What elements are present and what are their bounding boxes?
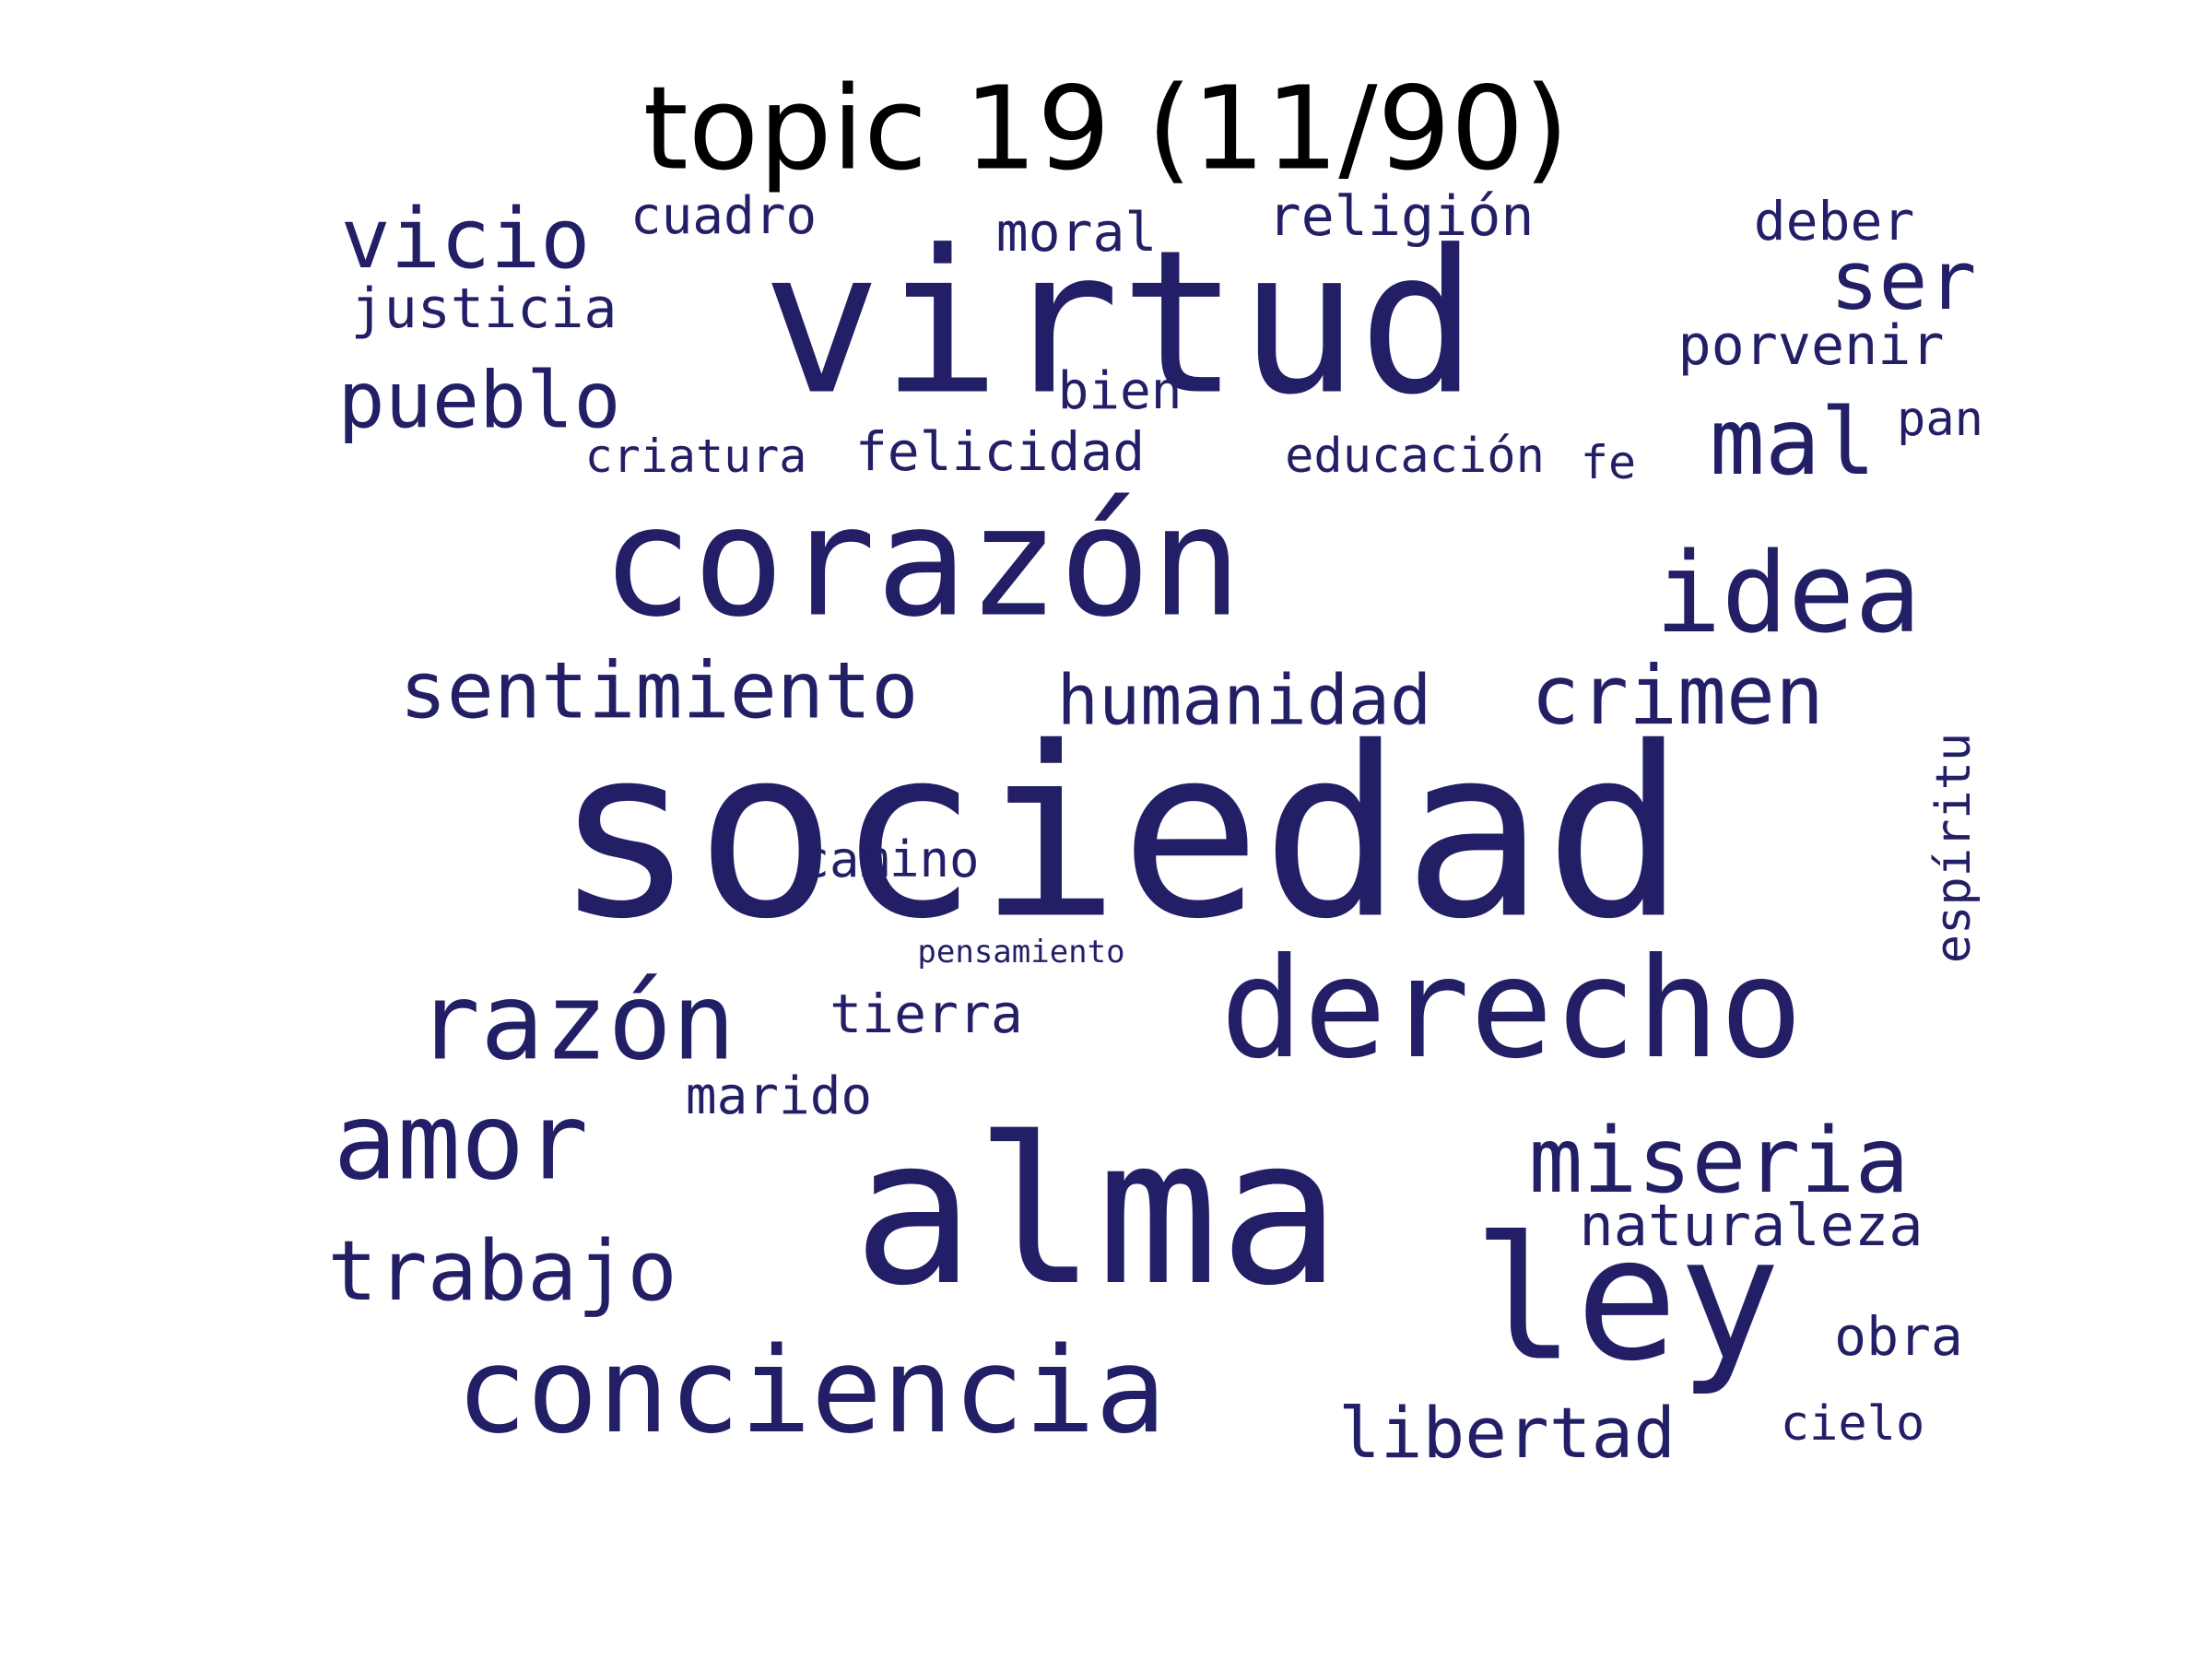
word-amor: amor	[333, 1080, 589, 1205]
word-pueblo: pueblo	[337, 355, 621, 447]
word-moral: moral	[995, 201, 1158, 264]
word-fe: fe	[1580, 436, 1637, 489]
word-corazón: corazón	[601, 473, 1242, 651]
word-cielo: cielo	[1780, 1396, 1925, 1452]
page-title: topic 19 (11/90)	[642, 62, 1570, 196]
word-obra: obra	[1834, 1305, 1963, 1368]
word-miseria: miseria	[1528, 1109, 1910, 1214]
word-alma: alma	[853, 1094, 1341, 1330]
word-espíritu: espíritu	[1926, 732, 1982, 964]
word-naturaleza: naturaleza	[1579, 1192, 1924, 1259]
word-criatura: criatura	[584, 429, 807, 483]
word-pensamiento: pensamiento	[917, 934, 1125, 971]
word-idea: idea	[1654, 530, 1922, 658]
word-felicidad: felicidad	[854, 420, 1146, 483]
word-sentimiento: sentimiento	[399, 645, 919, 737]
word-camino: camino	[799, 830, 980, 888]
word-humanidad: humanidad	[1056, 659, 1432, 741]
word-razón: razón	[416, 960, 736, 1085]
word-derecho: derecho	[1219, 929, 1804, 1089]
word-virtud: virtud	[761, 206, 1478, 439]
word-sociedad: sociedad	[553, 697, 1687, 971]
word-ser: ser	[1830, 233, 1977, 328]
word-pan: pan	[1897, 392, 1983, 447]
word-justicia: justicia	[350, 276, 618, 341]
word-mal: mal	[1709, 388, 1877, 496]
word-cuadro: cuadro	[629, 186, 818, 246]
word-deber: deber	[1753, 190, 1915, 253]
word-ley: ley	[1472, 1199, 1782, 1399]
word-vicio: vicio	[340, 191, 591, 288]
word-tierra: tierra	[830, 982, 1023, 1045]
word-marido: marido	[685, 1066, 873, 1126]
word-educación: educación	[1285, 429, 1545, 484]
word-porvenir: porvenir	[1677, 313, 1945, 378]
word-religión: religión	[1267, 184, 1535, 249]
word-crimen: crimen	[1531, 648, 1824, 743]
word-bien: bien	[1057, 361, 1182, 421]
word-trabajo: trabajo	[327, 1223, 677, 1320]
word-conciencia: conciencia	[455, 1323, 1167, 1460]
word-libertad: libertad	[1337, 1392, 1677, 1474]
